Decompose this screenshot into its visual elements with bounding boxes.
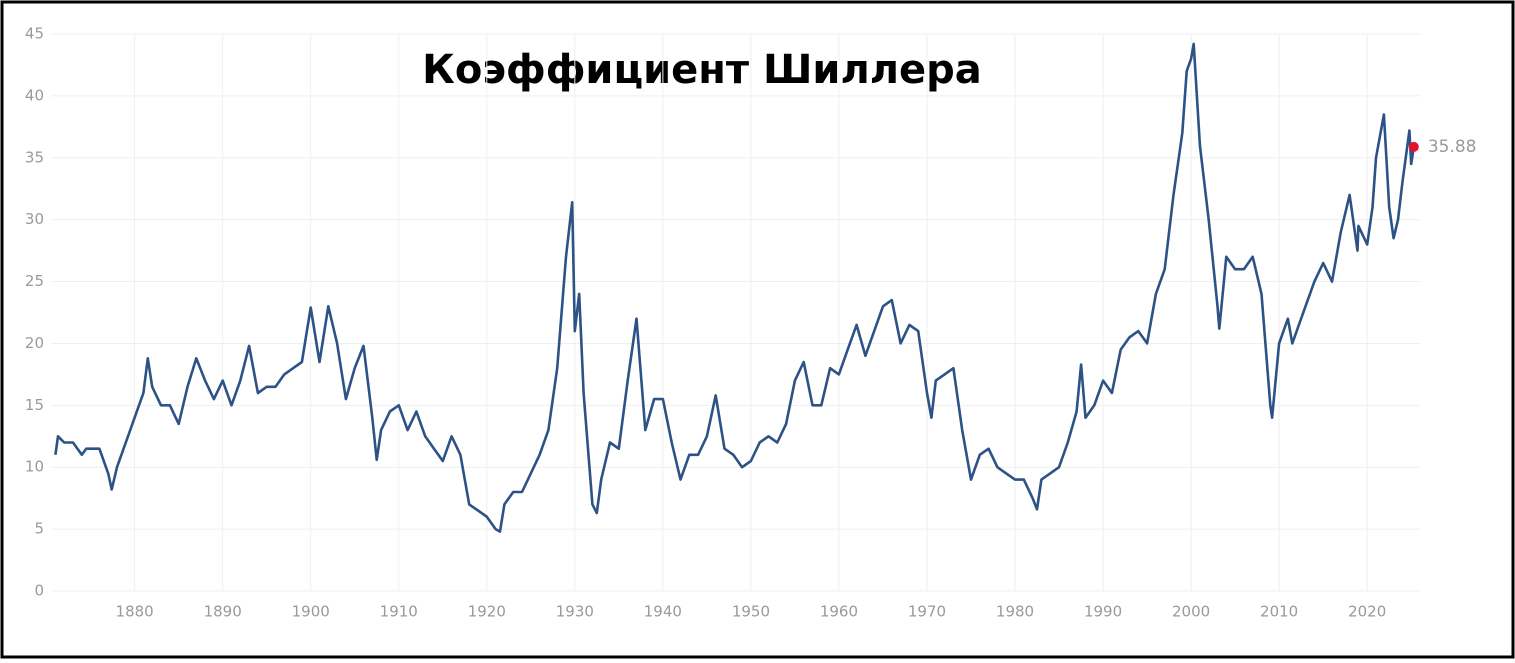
x-tick-label: 1970 [908, 603, 946, 621]
chart-title: Коэффициент Шиллера [422, 47, 982, 93]
x-tick-label: 1900 [292, 603, 330, 621]
y-tick-label: 10 [25, 458, 44, 476]
x-tick-label: 1910 [380, 603, 418, 621]
y-tick-label: 35 [25, 148, 44, 166]
x-tick-label: 1980 [996, 603, 1034, 621]
y-tick-label: 20 [25, 334, 44, 352]
y-tick-label: 30 [25, 210, 44, 228]
x-tick-label: 1990 [1084, 603, 1122, 621]
x-tick-label: 1960 [820, 603, 858, 621]
x-tick-label: 1880 [116, 603, 154, 621]
x-tick-label: 1920 [468, 603, 506, 621]
y-tick-label: 5 [34, 520, 44, 538]
x-tick-label: 1890 [204, 603, 242, 621]
x-tick-label: 2020 [1348, 603, 1386, 621]
last-value-label: 35.88 [1428, 137, 1477, 157]
x-tick-label: 1950 [732, 603, 770, 621]
x-tick-label: 2000 [1172, 603, 1210, 621]
y-tick-label: 15 [25, 396, 44, 414]
y-tick-label: 40 [25, 86, 44, 104]
y-tick-label: 25 [25, 272, 44, 290]
line [54, 42, 1416, 533]
y-tick-label: 0 [34, 582, 44, 600]
x-tick-label: 1940 [644, 603, 682, 621]
last-point [1408, 141, 1419, 152]
x-tick-label: 2010 [1260, 603, 1298, 621]
y-tick-label: 45 [25, 25, 44, 43]
x-tick-label: 1930 [556, 603, 594, 621]
